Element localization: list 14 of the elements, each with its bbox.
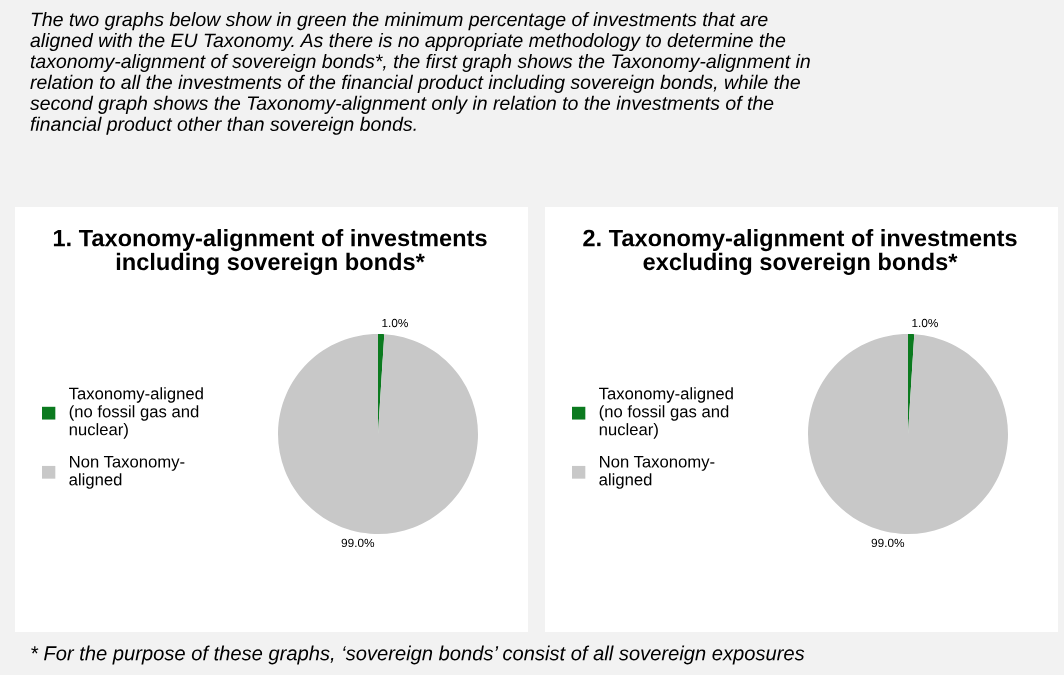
data-label: 1.0% xyxy=(912,318,938,328)
legend-label: Taxonomy-aligned (no fossil gas and nuclear) xyxy=(599,387,733,439)
legend-label: Non Taxonomy- aligned xyxy=(69,455,185,489)
chart-title: 2. Taxonomy-alignment of investments excluding sovereign bonds* xyxy=(583,229,1017,275)
data-label: 1.0% xyxy=(382,318,408,328)
data-label: 99.0% xyxy=(871,538,905,548)
legend-label: Non Taxonomy- aligned xyxy=(599,455,715,489)
text: The two graphs below show in green the minimum percentage of investments that are aligned with the EU Taxonomy. As there is no appropriate methodology to determine the taxonomy-alignment of sovereign bonds*, the first graph shows the Taxonomy-alignment in relation to all the investments of the financial product including sovereign bonds, while the second graph shows the Taxonomy-alignment only in relation to the investments of the financial product other than sovereign bonds. xyxy=(30,12,810,135)
legend-label: Taxonomy-aligned (no fossil gas and nuclear) xyxy=(69,387,203,439)
pie-slice xyxy=(278,334,478,534)
text: * For the purpose of these graphs, ‘sovereign bonds’ consist of all sovereign exposures xyxy=(31,645,805,665)
data-label: 99.0% xyxy=(341,538,375,548)
pie-slice xyxy=(808,334,1008,534)
chart-title: 1. Taxonomy-alignment of investments including sovereign bonds* xyxy=(53,229,487,275)
